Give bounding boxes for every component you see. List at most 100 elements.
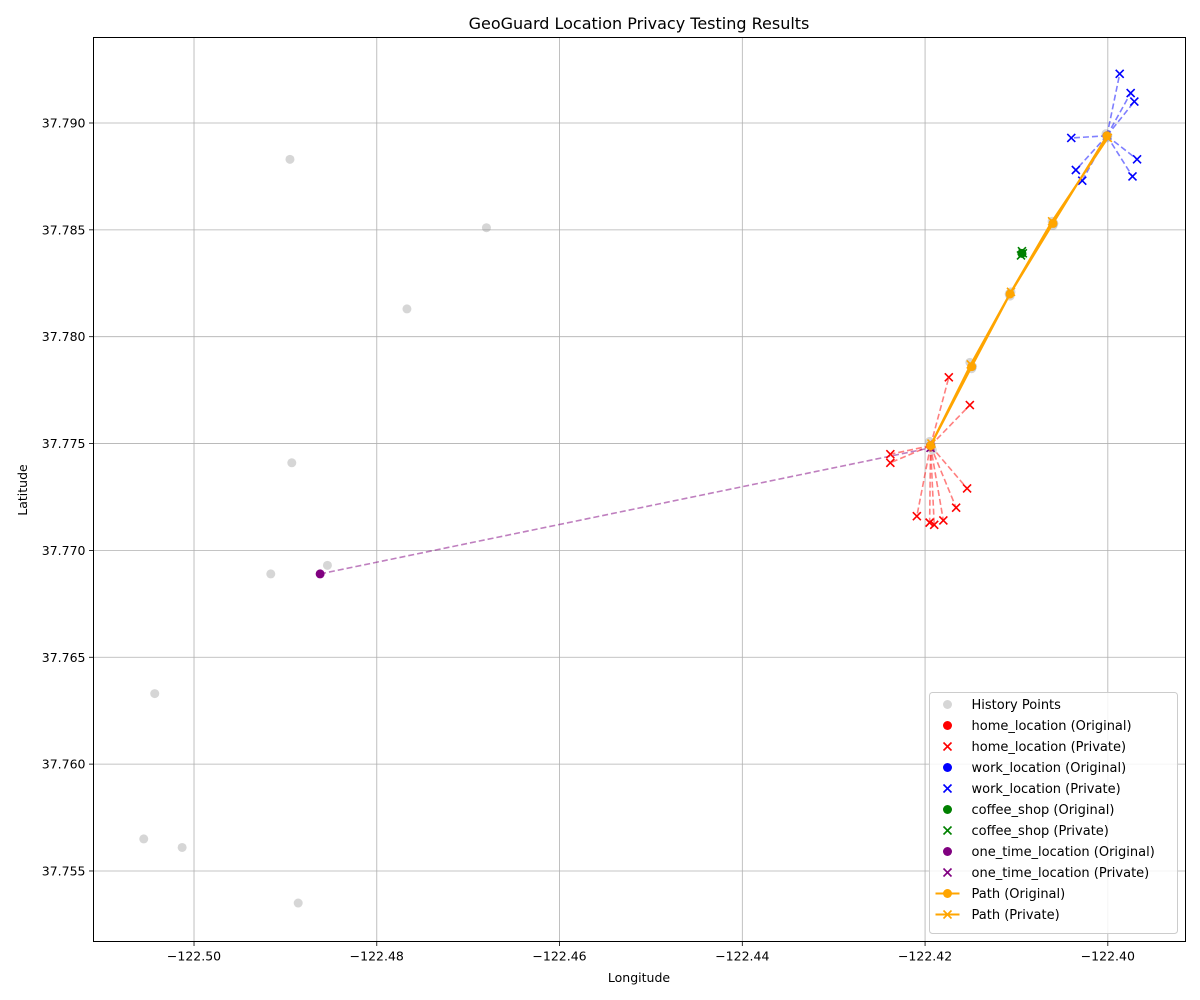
home-location-private-point <box>885 458 895 468</box>
legend-marker <box>942 867 953 878</box>
home-location-private-point <box>925 518 935 528</box>
y-tick-label: 37.755 <box>42 863 86 878</box>
legend-item: home_location (Original) <box>943 719 1132 734</box>
x-tick-label: −122.48 <box>350 949 404 964</box>
noise-connector-line <box>1106 135 1138 160</box>
noise-connector-line <box>929 445 968 489</box>
legend-box <box>929 692 1178 934</box>
path-private-point <box>1103 133 1113 143</box>
noise-connector-line <box>916 445 932 517</box>
legend-marker <box>943 847 952 856</box>
noise-connector-line <box>929 404 971 447</box>
x-axis-label: Longitude <box>608 970 670 985</box>
history-point <box>287 458 297 468</box>
one-time-location-original-point <box>315 569 325 579</box>
legend-item: History Points <box>943 698 1061 713</box>
legend-item: work_location (Original) <box>943 761 1126 776</box>
x-axis-ticks: −122.50 −122.48 −122.46 −122.44 −122.42 −122.… <box>167 941 1135 964</box>
history-point <box>481 223 491 233</box>
history-point <box>266 569 276 579</box>
noise-connector-line <box>890 444 931 464</box>
work-location-private-point <box>1077 176 1087 186</box>
legend-item: coffee_shop (Original) <box>943 803 1114 818</box>
noise-connector-line <box>929 445 957 508</box>
legend-marker <box>942 741 953 752</box>
x-tick-label: −122.42 <box>898 949 952 964</box>
y-tick-label: 37.775 <box>42 436 86 451</box>
legend-item: coffee_shop (Private) <box>942 824 1109 839</box>
legend-marker <box>943 721 952 730</box>
legend-marker <box>943 805 952 814</box>
legend-item: Path (Original) <box>935 887 1066 902</box>
legend-marker <box>943 763 952 772</box>
legend-label: one_time_location (Original) <box>972 845 1155 860</box>
work-location-private-point <box>1129 97 1139 107</box>
work-location-private-point <box>1071 165 1081 175</box>
path-original-point <box>926 441 936 451</box>
x-tick-label: −122.40 <box>1081 949 1135 964</box>
noise-connector-line <box>1071 135 1107 139</box>
x-tick-label: −122.50 <box>167 949 221 964</box>
legend-item: home_location (Private) <box>942 740 1127 755</box>
path-private-point <box>1047 216 1057 226</box>
legend-marker <box>943 700 952 709</box>
chart-title: GeoGuard Location Privacy Testing Result… <box>469 14 810 33</box>
y-axis-ticks: 37.755 37.760 37.765 37.770 37.775 37.780 37.7… <box>42 115 94 878</box>
work-location-private-point <box>1126 88 1136 98</box>
home-location-private-point <box>929 520 939 530</box>
y-tick-label: 37.760 <box>42 757 86 772</box>
noise-connector-line <box>929 445 945 521</box>
y-tick-label: 37.765 <box>42 650 86 665</box>
noise-connector-line <box>929 445 936 525</box>
legend-marker <box>942 909 953 920</box>
y-axis-label: Latitude <box>15 464 30 516</box>
path-private-point <box>926 438 937 449</box>
noise-connector-line <box>929 377 950 446</box>
legend-label: home_location (Private) <box>972 740 1127 755</box>
home-location-private-point <box>912 511 922 521</box>
noise-connector-line <box>1106 73 1121 136</box>
home-location-private-point <box>885 449 895 459</box>
history-point <box>322 560 332 570</box>
path-original-point <box>1048 218 1058 228</box>
legend-label: one_time_location (Private) <box>972 866 1150 881</box>
legend-label: Path (Private) <box>972 908 1060 923</box>
path-lines <box>926 131 1113 451</box>
legend-item: Path (Private) <box>935 908 1060 923</box>
history-point <box>177 842 187 852</box>
history-point <box>139 834 149 844</box>
y-tick-label: 37.785 <box>42 222 86 237</box>
work-location-private-point <box>1127 171 1138 181</box>
home-location-private-point <box>962 483 972 493</box>
noise-connector-line <box>1106 92 1132 137</box>
home-location-private-point <box>944 372 954 382</box>
y-tick-label: 37.790 <box>42 115 86 130</box>
legend: History Points home_location (Original) ho… <box>929 692 1178 934</box>
legend-item: one_time_location (Private) <box>942 866 1150 881</box>
plot-frame <box>93 37 1186 942</box>
noise-connector-lines <box>319 73 1138 575</box>
y-tick-label: 37.780 <box>42 329 86 344</box>
coffee-shop-private-point <box>1018 248 1028 258</box>
legend-label: coffee_shop (Private) <box>972 824 1109 839</box>
home-location-private-point <box>938 515 948 526</box>
path-private-point <box>1006 287 1016 297</box>
legend-label: Path (Original) <box>972 887 1066 902</box>
noise-connector-line <box>319 447 931 575</box>
legend-marker <box>942 825 953 836</box>
legend-marker <box>943 889 952 898</box>
home-location-private-point <box>951 503 961 513</box>
work-location-private-point <box>1132 154 1142 164</box>
history-point <box>285 154 295 164</box>
home-location-private-point <box>965 400 975 410</box>
path-original-point <box>1102 131 1112 141</box>
work-location-private-point <box>1115 69 1125 79</box>
legend-label: work_location (Original) <box>972 761 1127 776</box>
legend-label: coffee_shop (Original) <box>972 803 1115 818</box>
noise-connector-line <box>1106 101 1135 137</box>
history-point <box>293 898 303 908</box>
x-tick-label: −122.44 <box>715 949 769 964</box>
legend-item: work_location (Private) <box>942 782 1121 797</box>
legend-marker <box>942 783 953 794</box>
